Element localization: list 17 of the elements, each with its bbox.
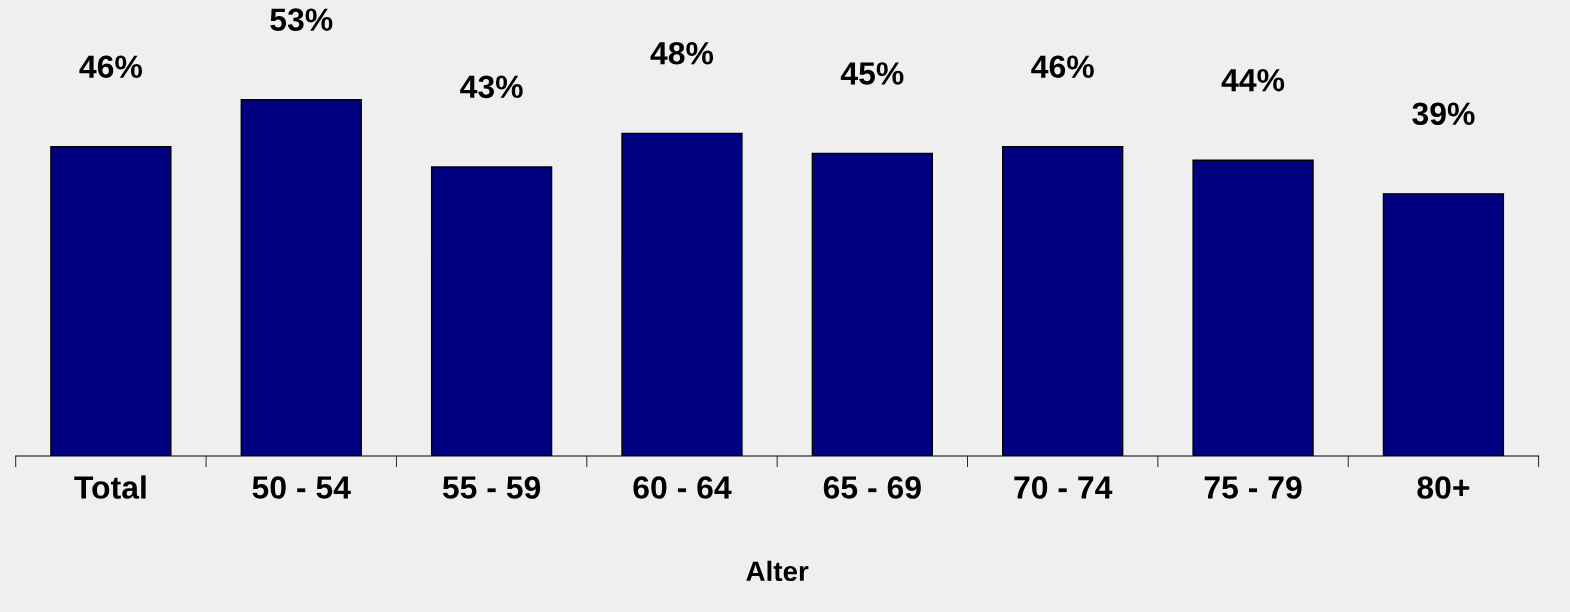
x-tick-label: 65 - 69 bbox=[823, 476, 921, 499]
data-label: 39% bbox=[1412, 102, 1475, 126]
x-tick-label: Total bbox=[74, 475, 146, 499]
data-label: 46% bbox=[1031, 55, 1094, 78]
data-label: 53% bbox=[270, 8, 333, 32]
data-label: 46% bbox=[79, 55, 143, 78]
x-axis-title: Alter bbox=[746, 560, 809, 582]
x-tick-label: 55 - 59 bbox=[442, 476, 541, 499]
data-label: 44% bbox=[1221, 68, 1285, 92]
x-tick-label: 75 - 79 bbox=[1204, 476, 1302, 499]
data-label: 48% bbox=[650, 41, 714, 65]
x-tick-label: 60 - 64 bbox=[633, 476, 732, 499]
x-tick-label: 80+ bbox=[1417, 476, 1470, 499]
x-tick-label: 50 - 54 bbox=[252, 476, 351, 499]
data-label: 43% bbox=[460, 75, 523, 99]
x-tick-label: 70 - 74 bbox=[1014, 476, 1113, 499]
data-label: 45% bbox=[840, 62, 904, 85]
